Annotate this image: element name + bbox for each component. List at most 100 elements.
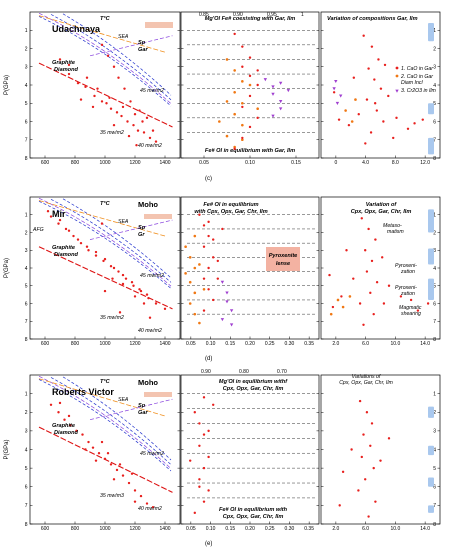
- pt-red: [241, 136, 244, 140]
- pt-red: [381, 256, 384, 259]
- e-left-ytick-label: 8: [25, 522, 28, 528]
- e-left-ytick-label: 7: [25, 503, 28, 509]
- pt-orange: [193, 312, 197, 316]
- pt-red: [387, 284, 391, 287]
- pt-purple: [278, 107, 283, 111]
- pt-data-point: [142, 131, 146, 134]
- d-right-ytick-label: 1: [433, 213, 436, 219]
- pt-orange: [348, 295, 352, 298]
- pt-orange: [336, 298, 340, 302]
- pt-data-point: [85, 76, 89, 79]
- panel-e-mid: 0.05 0.10 0.15 0.20 0.25 0.30 0.35 Mg'Ol in equ…: [180, 369, 320, 532]
- pt-red: [358, 399, 362, 403]
- annotation-sea: SEA: [118, 34, 129, 40]
- pt-orange: [233, 69, 236, 72]
- note-pyroxenization: zation: [400, 269, 415, 275]
- pt-red: [212, 256, 215, 259]
- e-mid-xtick-label: 0.30: [285, 526, 295, 532]
- pt-orange: [193, 291, 197, 295]
- d-left-xtick-label: 800: [71, 341, 80, 347]
- pt-red: [212, 298, 215, 302]
- sublabel-e: (e): [205, 541, 212, 547]
- mid-bottom-label: Cpx, Opx, Gar, Chr, Ilm: [223, 514, 284, 520]
- e-left-ytick-label: 4: [25, 447, 28, 453]
- annotation-graphite: Graphite: [52, 423, 75, 429]
- legend-marker-cao-diam: [395, 74, 399, 78]
- c-left-ytick-label: 3: [25, 65, 28, 71]
- pt-data-point: [115, 111, 119, 114]
- panel-d-left: 1 2 3 4 5 6 7 8 600 800 1000 1200 1400 P(GPa) T°C Mir Mo…: [4, 196, 181, 347]
- pt-orange: [256, 107, 259, 111]
- annotation-sp: Sp: [138, 225, 146, 231]
- side-bar: [428, 477, 434, 487]
- pt-red: [387, 94, 390, 98]
- geotherm-curve: [62, 198, 172, 279]
- pt-red: [198, 213, 201, 216]
- c-right-xtick-label: 8.0: [392, 160, 399, 166]
- pt-red: [256, 69, 259, 72]
- temperature-title: T°C: [100, 379, 111, 385]
- pt-red: [421, 118, 424, 121]
- pt-data-point: [85, 245, 89, 248]
- pt-data-point: [49, 215, 53, 218]
- pt-red: [248, 74, 252, 78]
- right-title-line1: Variation of: [366, 202, 398, 208]
- annotation-sea: SEA: [118, 219, 129, 225]
- pt-data-point: [91, 105, 95, 109]
- side-bar: [428, 406, 434, 418]
- pt-purple: [271, 92, 275, 96]
- e-right-ytick-label: 8: [433, 522, 436, 528]
- pt-red: [221, 227, 224, 231]
- pt-data-point: [84, 85, 87, 89]
- pt-red: [364, 249, 367, 252]
- pt-red: [370, 45, 374, 48]
- pt-red: [365, 98, 369, 101]
- annotation-45: 45 mw/m2: [140, 451, 164, 457]
- pt-red: [365, 411, 369, 414]
- sea-line: [38, 200, 166, 237]
- annotation-45: 45 mw/m2: [140, 273, 164, 279]
- geotherm-curve: [50, 377, 172, 465]
- pt-red: [387, 437, 391, 440]
- pt-data-point: [103, 289, 107, 293]
- e-left-xtick-label: 1400: [159, 526, 170, 532]
- pt-red: [332, 91, 336, 94]
- c-right-ytick-label: 1: [433, 28, 436, 34]
- pt-data-point: [93, 94, 96, 98]
- pt-data-point: [100, 100, 104, 103]
- pt-data-point: [117, 270, 120, 273]
- e-mid-xtick-label: 0.05: [186, 526, 196, 532]
- d-mid-xtick-label: 0.25: [265, 341, 275, 347]
- pt-purple: [271, 114, 275, 118]
- pt-data-point: [133, 113, 137, 116]
- pt-data-point: [46, 210, 50, 213]
- pt-data-point: [118, 463, 122, 466]
- side-bar: [428, 22, 434, 42]
- pt-red: [369, 444, 372, 447]
- geotherm-curve: [38, 375, 172, 469]
- pt-data-point: [58, 401, 62, 405]
- pt-data-point: [64, 227, 68, 231]
- e-right-plot-frame: [320, 374, 441, 525]
- c-left-xtick-label: 600: [41, 160, 50, 166]
- d-right-xtick-label: 14.0: [420, 341, 430, 347]
- e-right-ytick-label: 1: [433, 391, 436, 397]
- mid-title-line1: Fe# Ol in equilibrium: [203, 202, 258, 208]
- pt-red: [379, 87, 383, 90]
- pt-orange: [188, 302, 192, 305]
- pt-data-point: [135, 144, 138, 147]
- spinel-garnet-line: [89, 35, 173, 57]
- graphite-diamond-line: [38, 62, 173, 128]
- panel-c-right: 1 2 3 4 5 6 7 8 0 4.0 8.0 12.0 Variation of composit…: [320, 11, 441, 166]
- note-magmatic-shearing: shearing: [401, 311, 421, 317]
- annotation-35: 35 mw/m2: [100, 315, 124, 321]
- c-left-xtick-label: 800: [71, 160, 80, 166]
- pt-red: [202, 500, 206, 503]
- annotation-diamond: Diamond: [54, 67, 79, 73]
- pt-red: [374, 238, 377, 241]
- pt-orange: [184, 245, 187, 248]
- e-right-ytick-label: 2: [433, 410, 436, 416]
- note-pyroxenization: Pyroxeni-: [395, 285, 417, 291]
- pt-data-point: [138, 288, 141, 291]
- pt-red: [241, 105, 244, 109]
